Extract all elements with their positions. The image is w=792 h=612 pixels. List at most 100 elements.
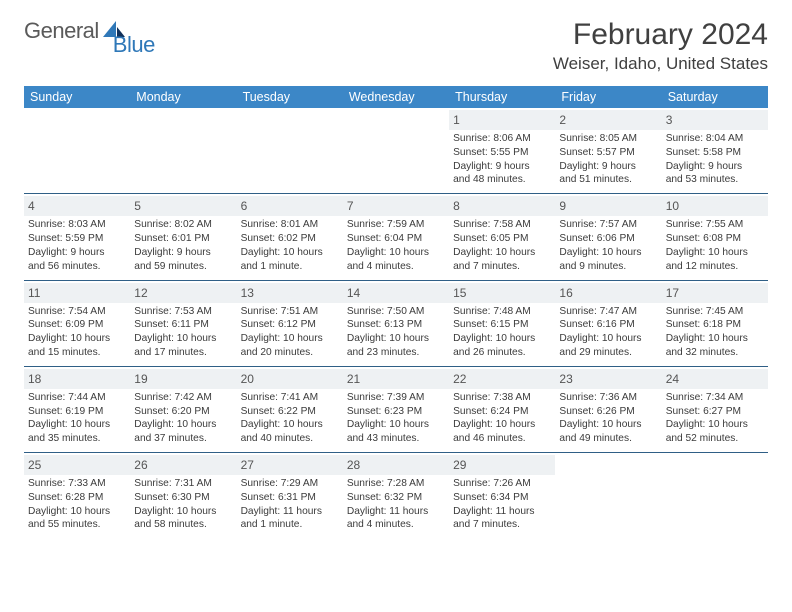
sunset-text: Sunset: 6:22 PM: [241, 405, 339, 419]
day-number: 29: [449, 455, 555, 475]
calendar-day-cell: [662, 453, 768, 539]
sunrise-text: Sunrise: 7:26 AM: [453, 477, 551, 491]
day-number: 17: [662, 283, 768, 303]
sunset-text: Sunset: 6:15 PM: [453, 318, 551, 332]
daylight-text: Daylight: 10 hours: [666, 332, 764, 346]
calendar-day-cell: 9Sunrise: 7:57 AMSunset: 6:06 PMDaylight…: [555, 194, 661, 280]
daylight-text-2: and 17 minutes.: [134, 346, 232, 360]
weekday-header-row: Sunday Monday Tuesday Wednesday Thursday…: [24, 86, 768, 108]
weekday-header: Monday: [130, 86, 236, 108]
day-details: Sunrise: 8:01 AMSunset: 6:02 PMDaylight:…: [241, 218, 339, 273]
daylight-text: Daylight: 11 hours: [347, 505, 445, 519]
day-number: 8: [449, 196, 555, 216]
calendar-day-cell: 4Sunrise: 8:03 AMSunset: 5:59 PMDaylight…: [24, 194, 130, 280]
daylight-text: Daylight: 10 hours: [347, 246, 445, 260]
calendar-day-cell: 21Sunrise: 7:39 AMSunset: 6:23 PMDayligh…: [343, 366, 449, 452]
day-details: Sunrise: 7:54 AMSunset: 6:09 PMDaylight:…: [28, 305, 126, 360]
sunset-text: Sunset: 5:58 PM: [666, 146, 764, 160]
sunset-text: Sunset: 6:04 PM: [347, 232, 445, 246]
calendar-day-cell: 6Sunrise: 8:01 AMSunset: 6:02 PMDaylight…: [237, 194, 343, 280]
day-number: 22: [449, 369, 555, 389]
daylight-text: Daylight: 10 hours: [453, 332, 551, 346]
daylight-text-2: and 59 minutes.: [134, 260, 232, 274]
sunset-text: Sunset: 6:27 PM: [666, 405, 764, 419]
daylight-text-2: and 12 minutes.: [666, 260, 764, 274]
sunset-text: Sunset: 6:19 PM: [28, 405, 126, 419]
sunset-text: Sunset: 6:13 PM: [347, 318, 445, 332]
sunrise-text: Sunrise: 7:29 AM: [241, 477, 339, 491]
daylight-text-2: and 32 minutes.: [666, 346, 764, 360]
daylight-text: Daylight: 10 hours: [28, 332, 126, 346]
daylight-text-2: and 56 minutes.: [28, 260, 126, 274]
sunrise-text: Sunrise: 7:44 AM: [28, 391, 126, 405]
daylight-text-2: and 35 minutes.: [28, 432, 126, 446]
weekday-header: Thursday: [449, 86, 555, 108]
day-details: Sunrise: 7:28 AMSunset: 6:32 PMDaylight:…: [347, 477, 445, 532]
sunrise-text: Sunrise: 7:47 AM: [559, 305, 657, 319]
daylight-text-2: and 29 minutes.: [559, 346, 657, 360]
daylight-text-2: and 20 minutes.: [241, 346, 339, 360]
daylight-text-2: and 37 minutes.: [134, 432, 232, 446]
sunrise-text: Sunrise: 7:34 AM: [666, 391, 764, 405]
calendar-week-row: 1Sunrise: 8:06 AMSunset: 5:55 PMDaylight…: [24, 108, 768, 194]
sunrise-text: Sunrise: 7:41 AM: [241, 391, 339, 405]
sunset-text: Sunset: 5:59 PM: [28, 232, 126, 246]
calendar-week-row: 25Sunrise: 7:33 AMSunset: 6:28 PMDayligh…: [24, 453, 768, 539]
sunset-text: Sunset: 6:06 PM: [559, 232, 657, 246]
daylight-text-2: and 51 minutes.: [559, 173, 657, 187]
daylight-text-2: and 55 minutes.: [28, 518, 126, 532]
sunset-text: Sunset: 6:23 PM: [347, 405, 445, 419]
daylight-text-2: and 4 minutes.: [347, 260, 445, 274]
title-block: February 2024 Weiser, Idaho, United Stat…: [553, 18, 768, 74]
sunset-text: Sunset: 6:18 PM: [666, 318, 764, 332]
calendar-day-cell: 23Sunrise: 7:36 AMSunset: 6:26 PMDayligh…: [555, 366, 661, 452]
sunset-text: Sunset: 6:05 PM: [453, 232, 551, 246]
calendar-day-cell: 12Sunrise: 7:53 AMSunset: 6:11 PMDayligh…: [130, 280, 236, 366]
calendar-day-cell: 29 Sunrise: 7:26 AMSunset: 6:34 PMDayligh…: [449, 453, 555, 539]
daylight-text: Daylight: 11 hours: [453, 505, 551, 519]
daylight-text: Daylight: 9 hours: [28, 246, 126, 260]
day-details: Sunrise: 7:48 AMSunset: 6:15 PMDaylight:…: [453, 305, 551, 360]
sunrise-text: Sunrise: 7:28 AM: [347, 477, 445, 491]
day-number: 9: [555, 196, 661, 216]
sunrise-text: Sunrise: 7:38 AM: [453, 391, 551, 405]
daylight-text-2: and 53 minutes.: [666, 173, 764, 187]
day-details: Sunrise: 7:41 AMSunset: 6:22 PMDaylight:…: [241, 391, 339, 446]
sunset-text: Sunset: 6:30 PM: [134, 491, 232, 505]
daylight-text: Daylight: 9 hours: [134, 246, 232, 260]
sunrise-text: Sunrise: 7:48 AM: [453, 305, 551, 319]
calendar-day-cell: 16Sunrise: 7:47 AMSunset: 6:16 PMDayligh…: [555, 280, 661, 366]
sunrise-text: Sunrise: 7:54 AM: [28, 305, 126, 319]
sunset-text: Sunset: 6:09 PM: [28, 318, 126, 332]
day-number: 7: [343, 196, 449, 216]
sunrise-text: Sunrise: 8:02 AM: [134, 218, 232, 232]
daylight-text: Daylight: 10 hours: [666, 418, 764, 432]
day-details: Sunrise: 7:29 AMSunset: 6:31 PMDaylight:…: [241, 477, 339, 532]
day-number: 19: [130, 369, 236, 389]
daylight-text: Daylight: 10 hours: [28, 418, 126, 432]
calendar-day-cell: 20Sunrise: 7:41 AMSunset: 6:22 PMDayligh…: [237, 366, 343, 452]
calendar-day-cell: 27Sunrise: 7:29 AMSunset: 6:31 PMDayligh…: [237, 453, 343, 539]
daylight-text: Daylight: 9 hours: [453, 160, 551, 174]
daylight-text: Daylight: 10 hours: [666, 246, 764, 260]
sunrise-text: Sunrise: 8:05 AM: [559, 132, 657, 146]
daylight-text-2: and 1 minute.: [241, 518, 339, 532]
daylight-text: Daylight: 10 hours: [241, 418, 339, 432]
brand-word-general: General: [24, 18, 99, 44]
month-title: February 2024: [553, 18, 768, 52]
sunset-text: Sunset: 6:08 PM: [666, 232, 764, 246]
sunset-text: Sunset: 6:34 PM: [453, 491, 551, 505]
location-text: Weiser, Idaho, United States: [553, 54, 768, 74]
sunset-text: Sunset: 6:28 PM: [28, 491, 126, 505]
daylight-text-2: and 9 minutes.: [559, 260, 657, 274]
sunrise-text: Sunrise: 8:06 AM: [453, 132, 551, 146]
sunset-text: Sunset: 6:26 PM: [559, 405, 657, 419]
sunrise-text: Sunrise: 7:50 AM: [347, 305, 445, 319]
calendar-week-row: 4Sunrise: 8:03 AMSunset: 5:59 PMDaylight…: [24, 194, 768, 280]
daylight-text: Daylight: 10 hours: [559, 246, 657, 260]
day-details: Sunrise: 7:45 AMSunset: 6:18 PMDaylight:…: [666, 305, 764, 360]
daylight-text-2: and 4 minutes.: [347, 518, 445, 532]
daylight-text-2: and 52 minutes.: [666, 432, 764, 446]
day-details: Sunrise: 7:57 AMSunset: 6:06 PMDaylight:…: [559, 218, 657, 273]
daylight-text: Daylight: 10 hours: [241, 246, 339, 260]
